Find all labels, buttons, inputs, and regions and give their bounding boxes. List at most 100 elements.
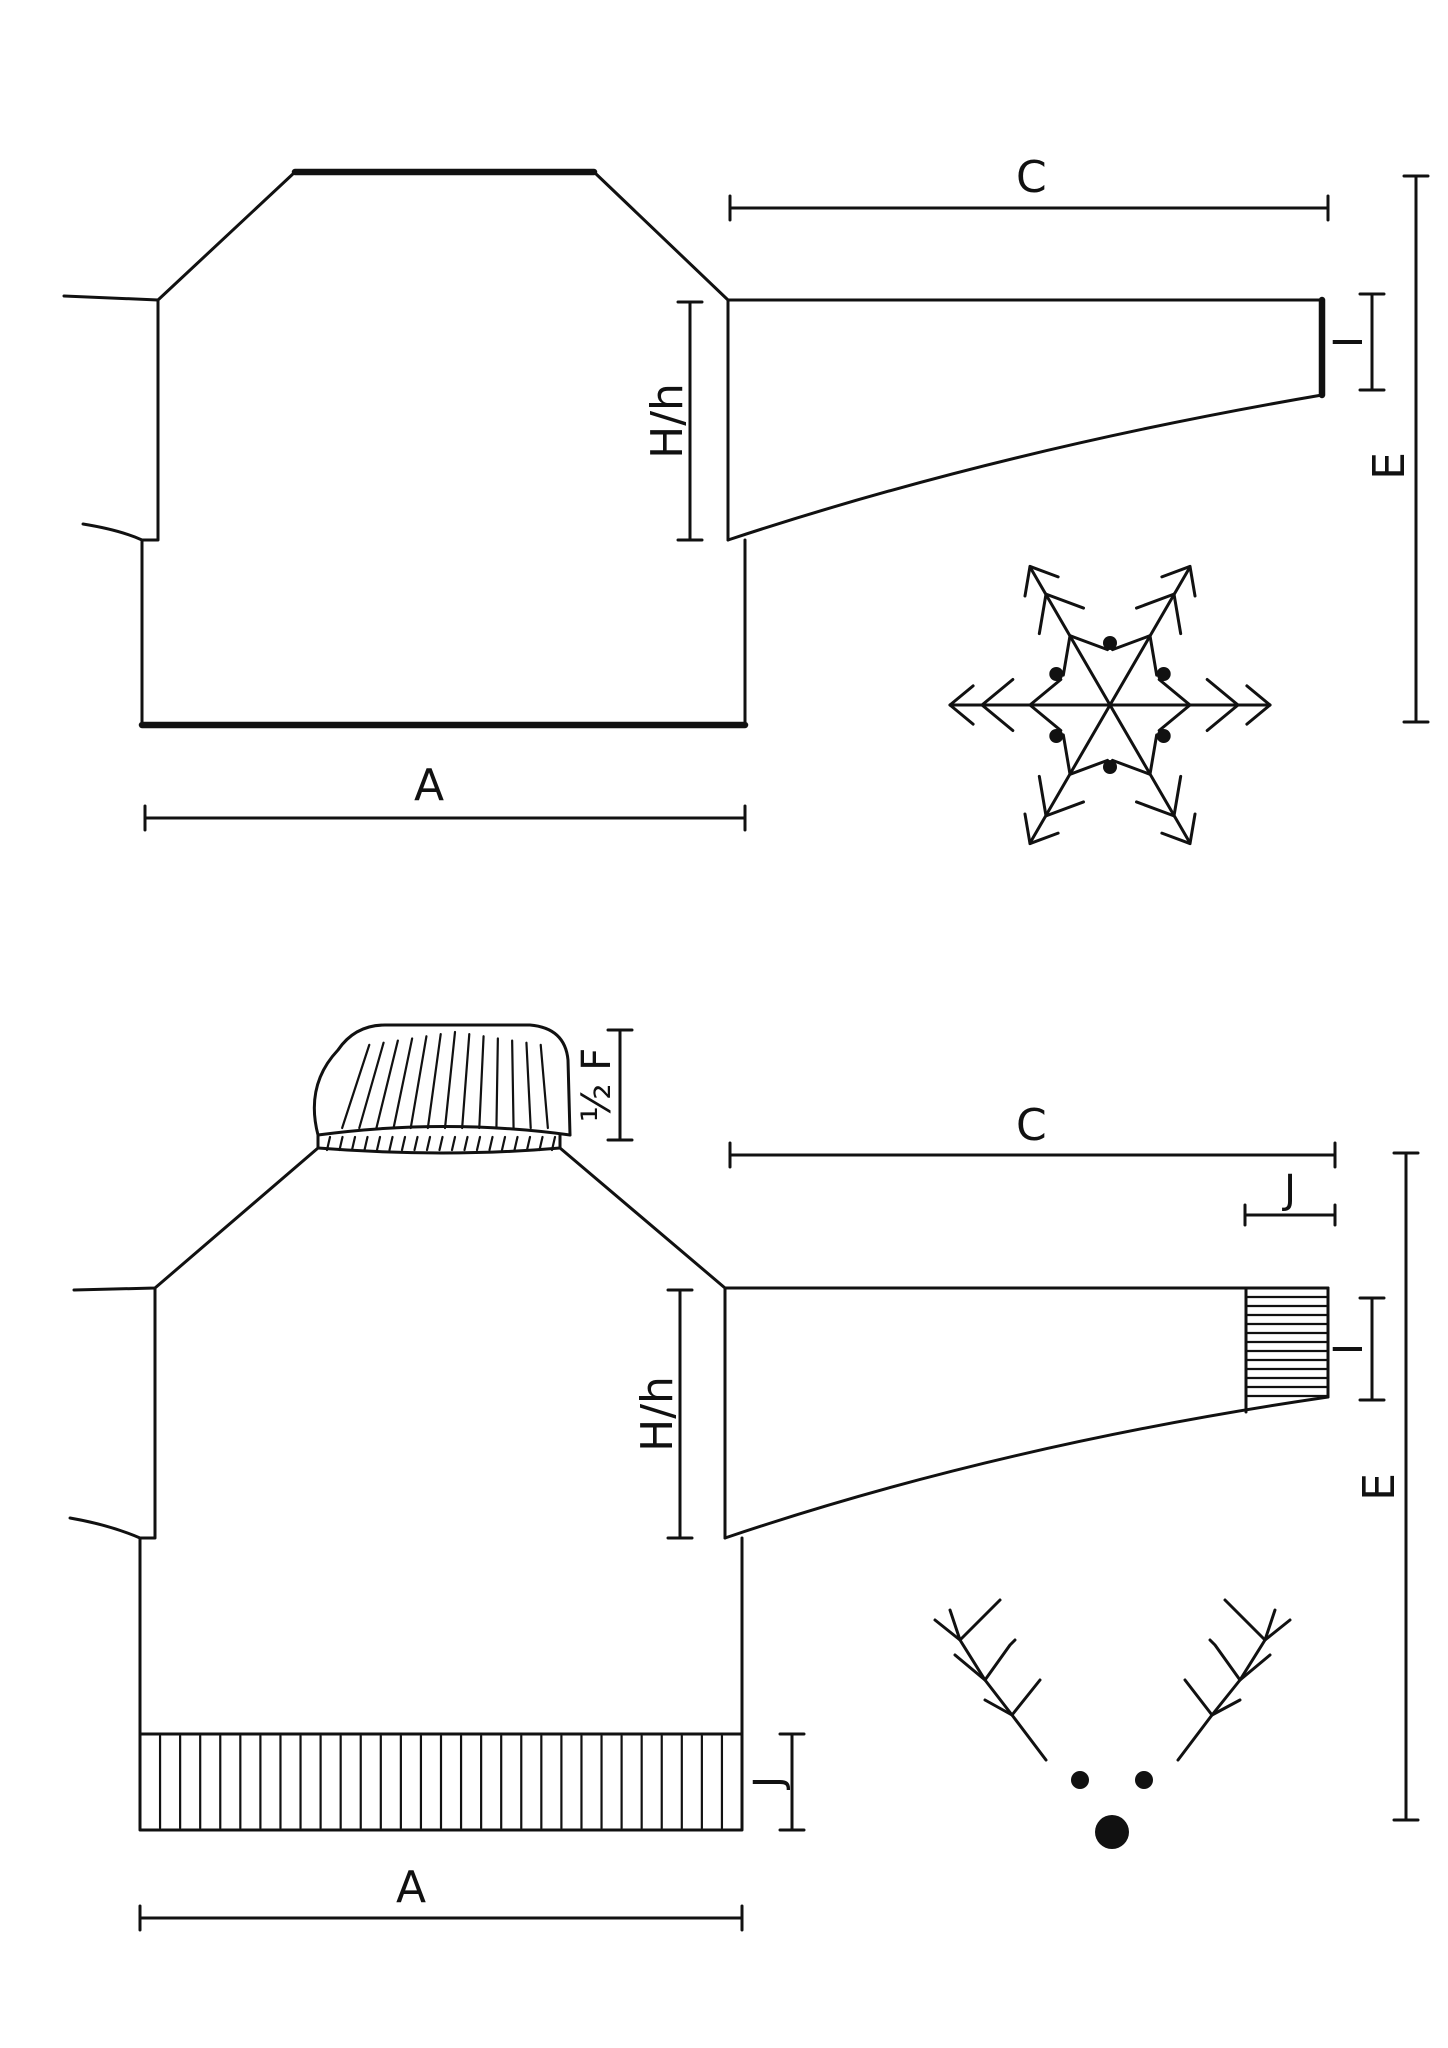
- sleeve-outline-2: [723, 1286, 1330, 1540]
- dimension-half-f: ½ F: [574, 1028, 634, 1142]
- collar: [312, 1023, 572, 1155]
- collar-rib: [409, 1035, 428, 1130]
- reindeer-icon: [933, 1598, 1292, 1849]
- snowflake-branch: [1172, 774, 1183, 818]
- collar-rib: [392, 1037, 414, 1130]
- dimension-a: A: [143, 760, 747, 832]
- collar-base-rib: [513, 1135, 519, 1152]
- collar-base-rib: [413, 1135, 419, 1152]
- snowflake-dot: [1156, 729, 1171, 743]
- snowflake-branch: [1205, 703, 1240, 733]
- turtleneck-sweater-diagram: ½ F C J H/h I: [68, 1023, 1420, 1932]
- snowflake-branch: [980, 703, 1015, 733]
- body-outline: [62, 170, 747, 727]
- snowflake-branch: [1135, 800, 1176, 818]
- nose-icon: [1095, 1815, 1129, 1849]
- snowflake-branch: [1188, 564, 1197, 598]
- snowflake-dot: [1103, 760, 1117, 774]
- collar-rib: [443, 1030, 457, 1130]
- collar-rib: [539, 1043, 549, 1130]
- collar-rib: [375, 1039, 399, 1130]
- snowflake-branch: [1068, 634, 1109, 652]
- snowflake-branch: [1160, 831, 1192, 846]
- collar-base-rib: [388, 1135, 394, 1152]
- snowflake-branch: [948, 684, 975, 707]
- dimension-i-2: I: [1326, 1296, 1386, 1402]
- collar-rib: [358, 1041, 385, 1130]
- snowflake-branch: [1148, 733, 1159, 776]
- label-half-f: ½ F: [574, 1048, 620, 1123]
- collar-rib: [511, 1039, 515, 1130]
- snowflake-branch: [1044, 592, 1085, 610]
- snowflake-dot: [1049, 667, 1064, 681]
- snowflake-branch: [1044, 800, 1085, 818]
- snowflake-branch: [1028, 831, 1060, 846]
- snowflake-branch: [1061, 733, 1072, 776]
- collar-rib: [525, 1041, 532, 1130]
- collar-base-rib: [488, 1135, 494, 1152]
- collar-base-rib: [550, 1135, 557, 1152]
- hem-rib-band: [138, 1732, 744, 1832]
- collar-base-rib: [400, 1135, 407, 1152]
- collar-rib: [478, 1035, 485, 1130]
- snowflake-branch: [1037, 774, 1048, 818]
- snowflake-dot: [1103, 636, 1117, 650]
- antler-left-icon: [933, 1598, 1048, 1762]
- snowflake-branch: [1245, 703, 1272, 726]
- collar-base-rib: [450, 1135, 457, 1152]
- snowflake-branch: [1160, 564, 1192, 579]
- dimension-j-cuff: J: [1243, 1167, 1337, 1227]
- dimension-i: I: [1326, 292, 1386, 392]
- snowflake-branch: [1148, 634, 1159, 677]
- collar-rib: [495, 1037, 499, 1130]
- eye-right-icon: [1135, 1771, 1153, 1789]
- snowflake-branch: [1135, 592, 1176, 610]
- collar-base-rib: [463, 1135, 469, 1152]
- snowflake-icon: [948, 564, 1272, 846]
- eye-left-icon: [1071, 1771, 1089, 1789]
- label-hh-2: H/h: [632, 1376, 683, 1452]
- collar-base-rib: [500, 1135, 507, 1152]
- collar-base-rib: [425, 1135, 432, 1152]
- dimension-c: C: [728, 152, 1330, 222]
- snowflake-branch: [1188, 812, 1197, 846]
- snowflake-branch: [1068, 758, 1109, 776]
- collar-base-rib: [325, 1135, 332, 1152]
- collar-base-rib: [375, 1135, 382, 1152]
- dimension-j-hem: J: [746, 1732, 806, 1832]
- snowflake-branch: [1037, 592, 1048, 636]
- snowflake-branch: [1111, 634, 1152, 652]
- label-j-hem: J: [746, 1776, 792, 1791]
- dimension-c-2: C: [728, 1100, 1337, 1169]
- collar-rib: [426, 1033, 442, 1130]
- label-c-2: C: [1016, 1100, 1047, 1151]
- collar-base-rib: [438, 1135, 444, 1152]
- label-c: C: [1016, 152, 1047, 203]
- snowflake-branch: [1157, 677, 1192, 707]
- snowflake-branch: [1023, 564, 1032, 598]
- collar-base-rib: [338, 1135, 344, 1152]
- collar-rib: [461, 1033, 471, 1130]
- snowflake-branch: [1157, 703, 1192, 733]
- snowflake-branch: [948, 703, 975, 726]
- snowflake-branch: [1172, 592, 1183, 636]
- dimension-a-2: A: [138, 1862, 744, 1932]
- label-j-cuff: J: [1281, 1167, 1296, 1213]
- snowflake-dot: [1049, 729, 1064, 743]
- snowflake-branch: [1245, 684, 1272, 707]
- snowflake-branch: [1111, 758, 1152, 776]
- snowflake-branch: [1061, 634, 1072, 677]
- antler-right-icon: [1176, 1598, 1292, 1762]
- label-i-2: I: [1326, 1343, 1372, 1355]
- label-e-2: E: [1354, 1473, 1405, 1501]
- collar-base-rib: [525, 1135, 532, 1152]
- snowflake-branch: [1028, 564, 1060, 579]
- collar-base-rib: [350, 1135, 357, 1152]
- collar-base-rib: [363, 1135, 369, 1152]
- dimension-hh: H/h: [642, 300, 704, 542]
- label-a: A: [414, 760, 444, 811]
- snowflake-branch: [1028, 703, 1063, 733]
- label-hh: H/h: [642, 383, 693, 459]
- label-e: E: [1364, 452, 1415, 480]
